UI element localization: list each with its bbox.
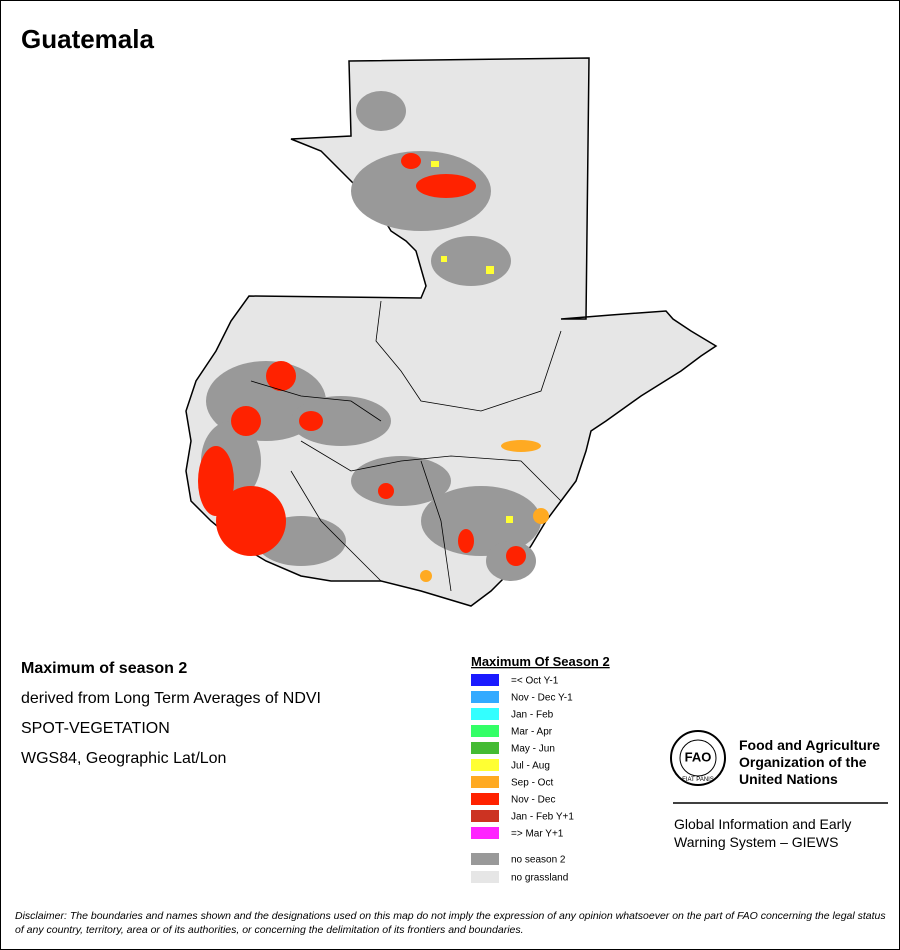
legend-swatch: [471, 810, 499, 822]
legend-label: Nov - Dec Y-1: [511, 693, 573, 704]
legend-label: Jan - Feb Y+1: [511, 812, 574, 823]
legend-swatch: [471, 853, 499, 865]
system-name: Global Information and Early: [674, 816, 851, 832]
legend-swatch: [471, 725, 499, 737]
legend-label: Jul - Aug: [511, 761, 550, 772]
legend-swatch: [471, 742, 499, 754]
disclaimer: Disclaimer: The boundaries and names sho…: [15, 910, 886, 936]
org-name: Food and Agriculture: [739, 737, 880, 753]
legend-swatch: [471, 871, 499, 883]
legend-swatch: [471, 759, 499, 771]
legend-swatch: [471, 793, 499, 805]
jul-aug-areas: [431, 161, 513, 523]
admin-boundaries: [250, 300, 562, 592]
legend-title: Maximum Of Season 2: [471, 654, 610, 669]
legend-label: Mar - Apr: [511, 727, 553, 738]
org-name: Organization of the: [739, 754, 867, 770]
motto: FIAT PANIS: [682, 777, 714, 783]
legend-label: no grassland: [511, 873, 568, 884]
sep-oct-areas: [420, 440, 549, 582]
info-line: WGS84, Geographic Lat/Lon: [21, 750, 226, 767]
system-name: Warning System – GIEWS: [674, 834, 838, 850]
org-name: United Nations: [739, 771, 838, 787]
info-line: derived from Long Term Averages of NDVI: [21, 690, 321, 707]
nov-dec-areas: [198, 153, 526, 566]
emblem: FAO: [685, 749, 712, 764]
legend-label: =< Oct Y-1: [511, 676, 559, 687]
country-map: [185, 57, 718, 607]
legend-swatch: [471, 674, 499, 686]
legend-label: Jan - Feb: [511, 710, 554, 721]
country-outline: [185, 57, 718, 607]
legend-label: May - Jun: [511, 744, 555, 755]
info-line: SPOT-VEGETATION: [21, 720, 170, 737]
info-line: Maximum of season 2: [21, 660, 187, 677]
legend-swatch: [471, 708, 499, 720]
legend-label: Nov - Dec: [511, 795, 555, 806]
legend-swatch: [471, 827, 499, 839]
legend-label: => Mar Y+1: [511, 829, 564, 840]
legend-label: no season 2: [511, 855, 566, 866]
legend-swatch: [471, 776, 499, 788]
fao-logo: FAO FIAT PANIS Food and Agriculture Orga…: [670, 730, 888, 850]
legend-swatch: [471, 691, 499, 703]
legend: =< Oct Y-1 Nov - Dec Y-1 Jan - Feb Mar - Ap…: [471, 674, 574, 884]
legend-label: Sep - Oct: [511, 778, 553, 789]
title: Guatemala: [21, 24, 154, 54]
